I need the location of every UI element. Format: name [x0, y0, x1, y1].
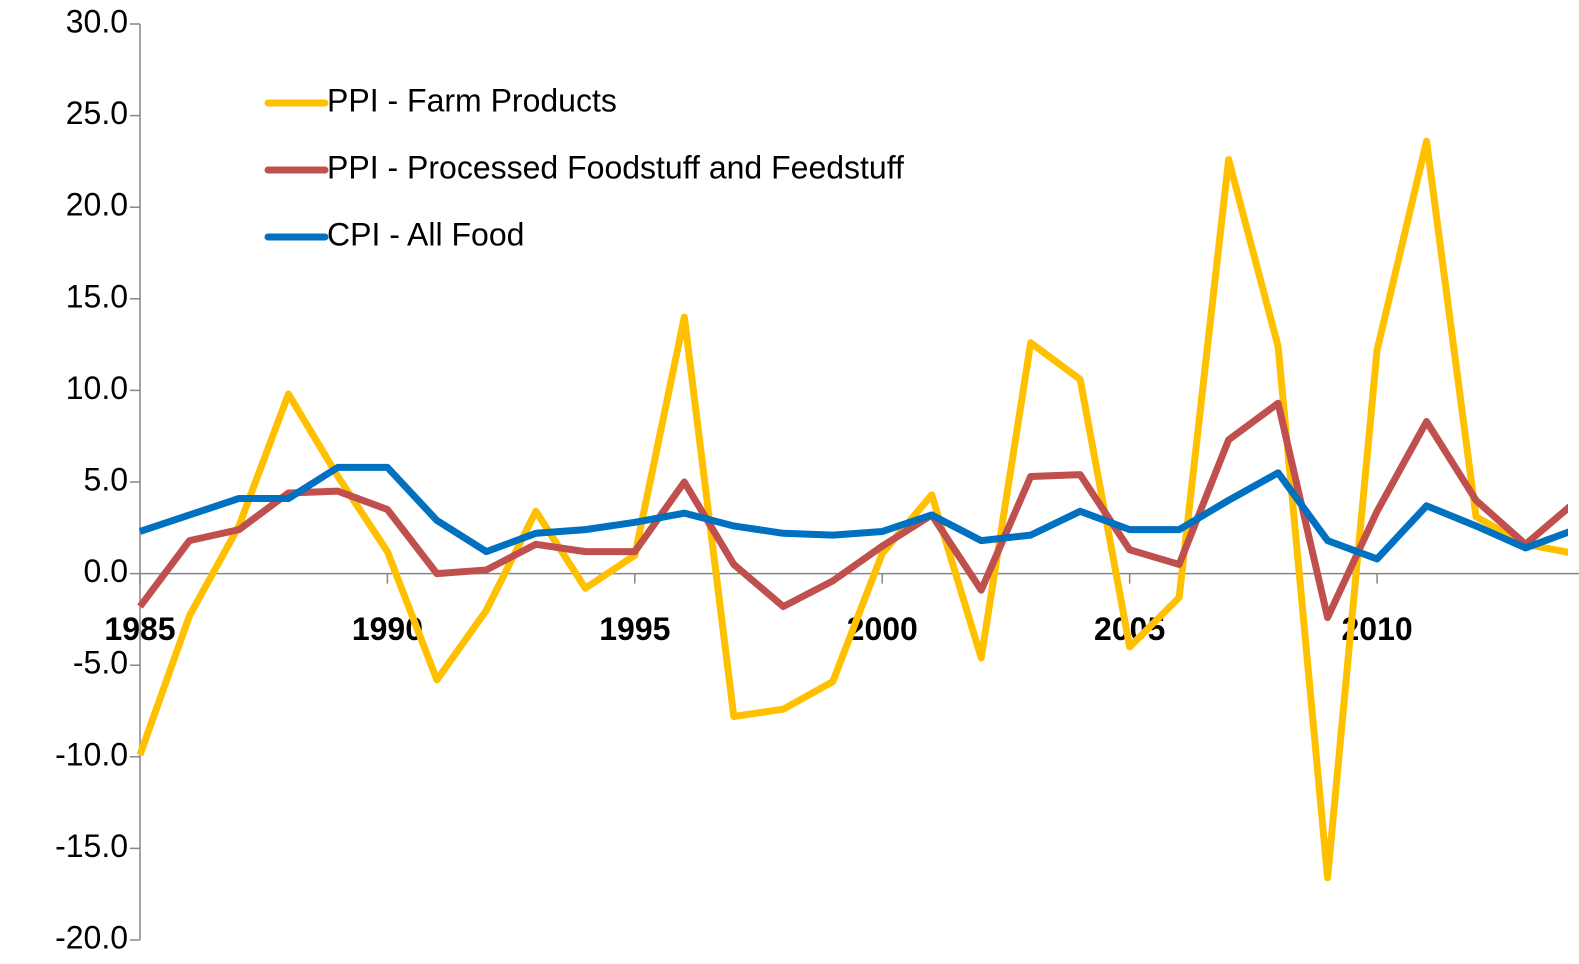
y-tick-label: 10.0 [66, 370, 128, 406]
x-tick-label: 1995 [599, 611, 670, 647]
series-line [138, 463, 1568, 563]
x-tick-label: 1985 [104, 611, 175, 647]
plot-area [136, 137, 1568, 882]
y-tick-label: 5.0 [84, 461, 128, 497]
series-line [136, 137, 1568, 882]
series-line [137, 399, 1568, 622]
legend-label: PPI - Processed Foodstuff and Feedstuff [327, 149, 904, 185]
y-tick-label: 20.0 [66, 187, 128, 223]
y-tick-label: 0.0 [84, 553, 128, 589]
y-tick-label: 15.0 [66, 278, 128, 314]
y-tick-label: -20.0 [55, 919, 128, 955]
y-tick-label: 30.0 [66, 3, 128, 39]
y-tick-label: -15.0 [55, 828, 128, 864]
legend-label: CPI - All Food [327, 216, 524, 252]
y-tick-label: -5.0 [73, 645, 128, 681]
y-tick-label: -10.0 [55, 736, 128, 772]
legend-label: PPI - Farm Products [327, 82, 617, 118]
y-tick-label: 25.0 [66, 95, 128, 131]
